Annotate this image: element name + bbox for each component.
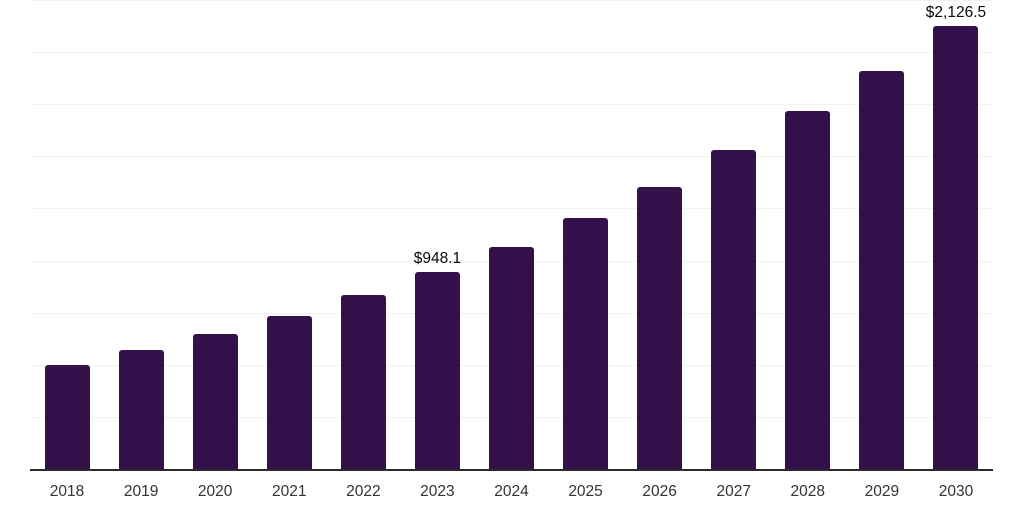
bar-2022 (340, 295, 386, 470)
gridline-2250 (30, 0, 993, 1)
x-tick-2019: 2019 (123, 483, 159, 500)
data-label-2023: $948.1 (413, 249, 462, 267)
x-tick-2025: 2025 (568, 483, 603, 500)
bar-2028 (785, 111, 831, 470)
gridline-1500 (30, 156, 993, 158)
x-tick-2030: 2030 (938, 483, 974, 500)
x-tick-2018: 2018 (49, 483, 85, 500)
x-tick-2026: 2026 (642, 483, 677, 500)
bar-2025 (563, 218, 609, 470)
x-tick-2024: 2024 (494, 483, 529, 500)
bar-2021 (266, 316, 312, 470)
bar-2026 (637, 186, 683, 470)
x-tick-2020: 2020 (197, 483, 233, 500)
data-label-2030: $2,126.5 (925, 3, 987, 21)
gridline-1250 (30, 208, 993, 210)
x-tick-2029: 2029 (864, 483, 900, 500)
x-tick-2022: 2022 (346, 483, 381, 500)
bar-2027 (711, 150, 757, 470)
x-tick-2021: 2021 (272, 483, 307, 500)
x-axis-line (30, 468, 993, 471)
x-tick-2027: 2027 (716, 483, 751, 500)
bar-2020 (192, 333, 238, 470)
bar-2024 (489, 246, 534, 470)
bar-2029 (859, 70, 905, 470)
gridline-2000 (30, 51, 993, 53)
gridline-1750 (30, 103, 993, 105)
bar-2019 (118, 350, 164, 470)
x-tick-2023: 2023 (420, 483, 455, 500)
bar-2023 (414, 271, 460, 470)
bar-2030 (933, 25, 979, 470)
x-tick-2028: 2028 (790, 483, 826, 500)
bar-2018 (44, 364, 90, 470)
